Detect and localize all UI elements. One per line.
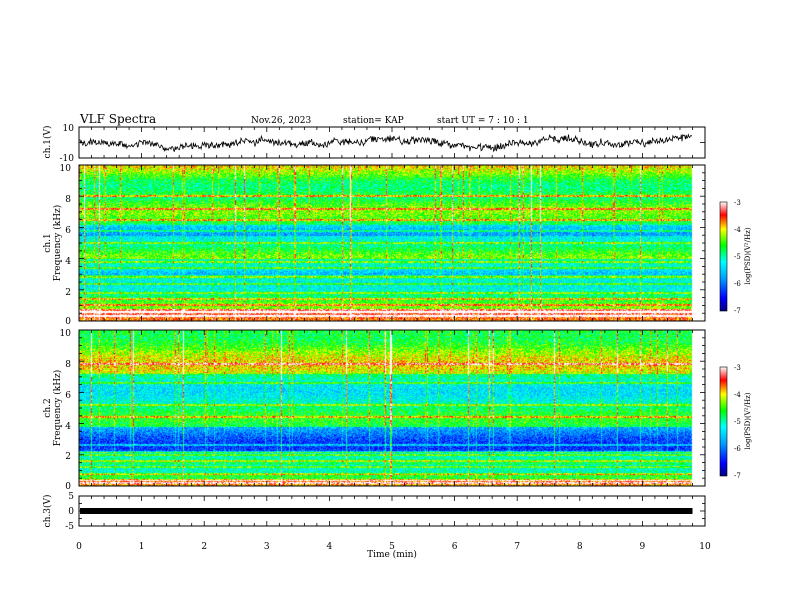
ch3-waveform-panel: 5 0 -5 ch.3(V) bbox=[42, 492, 706, 532]
ch1-cbar-tick-m3: -3 bbox=[734, 199, 741, 207]
ch1-waveform-line bbox=[79, 133, 693, 153]
time-tick-label: 2 bbox=[201, 542, 207, 552]
ch3-ylabel: ch.3(V) bbox=[42, 495, 53, 528]
ch1-cbar-tick-m6: -6 bbox=[734, 280, 741, 288]
time-axis-label: Time (min) bbox=[367, 549, 417, 560]
ch1-freq-tick-10: 10 bbox=[60, 164, 72, 174]
time-tick-label: 1 bbox=[139, 542, 145, 552]
time-tick-label: 5 bbox=[389, 542, 395, 552]
time-tick-label: 0 bbox=[76, 542, 82, 552]
ch3-signal-band bbox=[80, 508, 693, 514]
ch1-freq-tick-6: 6 bbox=[65, 226, 71, 236]
ch1-ylabel: ch.1(V) bbox=[42, 126, 53, 159]
ch2-freq-tick-2: 2 bbox=[65, 452, 71, 462]
ch1-colorbar-gradient bbox=[719, 201, 728, 312]
ch2-freq-tick-0: 0 bbox=[65, 482, 71, 492]
ch1-waveform-ticks bbox=[78, 126, 706, 159]
ch1-spectrogram-panel: 0 2 4 6 8 10 ch.1 Frequency (kHz) bbox=[43, 164, 706, 327]
ch1-freq-tick-0: 0 bbox=[65, 317, 71, 327]
time-tick-label: 6 bbox=[452, 542, 458, 552]
ch2-spectrogram-panel: 0 2 4 6 8 10 ch.2 Frequency (kHz) bbox=[43, 329, 706, 492]
ch1-colorbar-label: log(PSD)(V²/Hz) bbox=[744, 227, 752, 284]
ch2-freq-tick-4: 4 bbox=[65, 422, 71, 432]
ch2-spectrogram-ticks bbox=[78, 329, 706, 487]
ch1-spectrogram-ticks bbox=[78, 164, 706, 322]
ch1-ytick-top: 10 bbox=[63, 124, 75, 134]
ch3-waveform-ticks bbox=[78, 495, 706, 527]
time-tick-label: 10 bbox=[699, 542, 711, 552]
ch1-spectrogram-image bbox=[79, 165, 705, 321]
ch3-ytick-top: 5 bbox=[68, 492, 74, 502]
ch2-freq-tick-6: 6 bbox=[65, 391, 71, 401]
ch1-cbar-tick-m4: -4 bbox=[734, 226, 741, 234]
ch2-freq-tick-10: 10 bbox=[60, 329, 72, 339]
ch2-colorbar-label: log(PSD)(V²/Hz) bbox=[744, 392, 752, 449]
ch2-cbar-tick-m3: -3 bbox=[734, 364, 741, 372]
ch1-waveform-panel: 10 -10 ch.1(V) bbox=[42, 124, 706, 164]
ch1-freq-tick-4: 4 bbox=[65, 257, 71, 267]
ch2-colorbar-gradient bbox=[719, 366, 728, 477]
ch1-freq-tick-8: 8 bbox=[65, 195, 71, 205]
ch3-ytick-bottom: -5 bbox=[65, 522, 74, 532]
ch3-ytick-mid: 0 bbox=[68, 507, 74, 517]
time-tick-label: 8 bbox=[577, 542, 583, 552]
ch1-colorbar: -3 -4 -5 -6 -7 log(PSD)(V²/Hz) bbox=[719, 199, 752, 315]
ch2-spec-ylabel-channel: ch.2 bbox=[43, 398, 53, 417]
ch1-cbar-tick-m7: -7 bbox=[734, 307, 741, 315]
ch1-spec-ylabel-channel: ch.1 bbox=[43, 233, 53, 252]
time-axis-tick-labels: 0 1 2 3 4 5 6 7 8 9 10 bbox=[76, 542, 711, 552]
ch1-ytick-bottom: -10 bbox=[60, 154, 75, 164]
start-time-label: start UT = 7 : 10 : 1 bbox=[437, 116, 529, 126]
time-tick-label: 9 bbox=[640, 542, 646, 552]
ch2-spec-ylabel-frequency: Frequency (kHz) bbox=[52, 370, 63, 447]
ch2-cbar-tick-m4: -4 bbox=[734, 391, 741, 399]
ch2-cbar-tick-m7: -7 bbox=[734, 472, 741, 480]
ch2-cbar-tick-m6: -6 bbox=[734, 445, 741, 453]
ch2-colorbar: -3 -4 -5 -6 -7 log(PSD)(V²/Hz) bbox=[719, 364, 752, 480]
time-tick-label: 3 bbox=[264, 542, 270, 552]
ch2-spectrogram-image bbox=[79, 330, 705, 486]
time-tick-label: 4 bbox=[327, 542, 333, 552]
station-label: station= KAP bbox=[343, 116, 404, 126]
ch2-cbar-tick-m5: -5 bbox=[734, 418, 741, 426]
ch1-spec-ylabel-frequency: Frequency (kHz) bbox=[52, 205, 63, 282]
ch1-freq-tick-2: 2 bbox=[65, 288, 71, 298]
ch2-freq-tick-8: 8 bbox=[65, 360, 71, 370]
ch1-cbar-tick-m5: -5 bbox=[734, 253, 741, 261]
time-tick-label: 7 bbox=[514, 542, 520, 552]
date-label: Nov.26, 2023 bbox=[251, 116, 312, 126]
figure-title: VLF Spectra bbox=[79, 112, 156, 126]
